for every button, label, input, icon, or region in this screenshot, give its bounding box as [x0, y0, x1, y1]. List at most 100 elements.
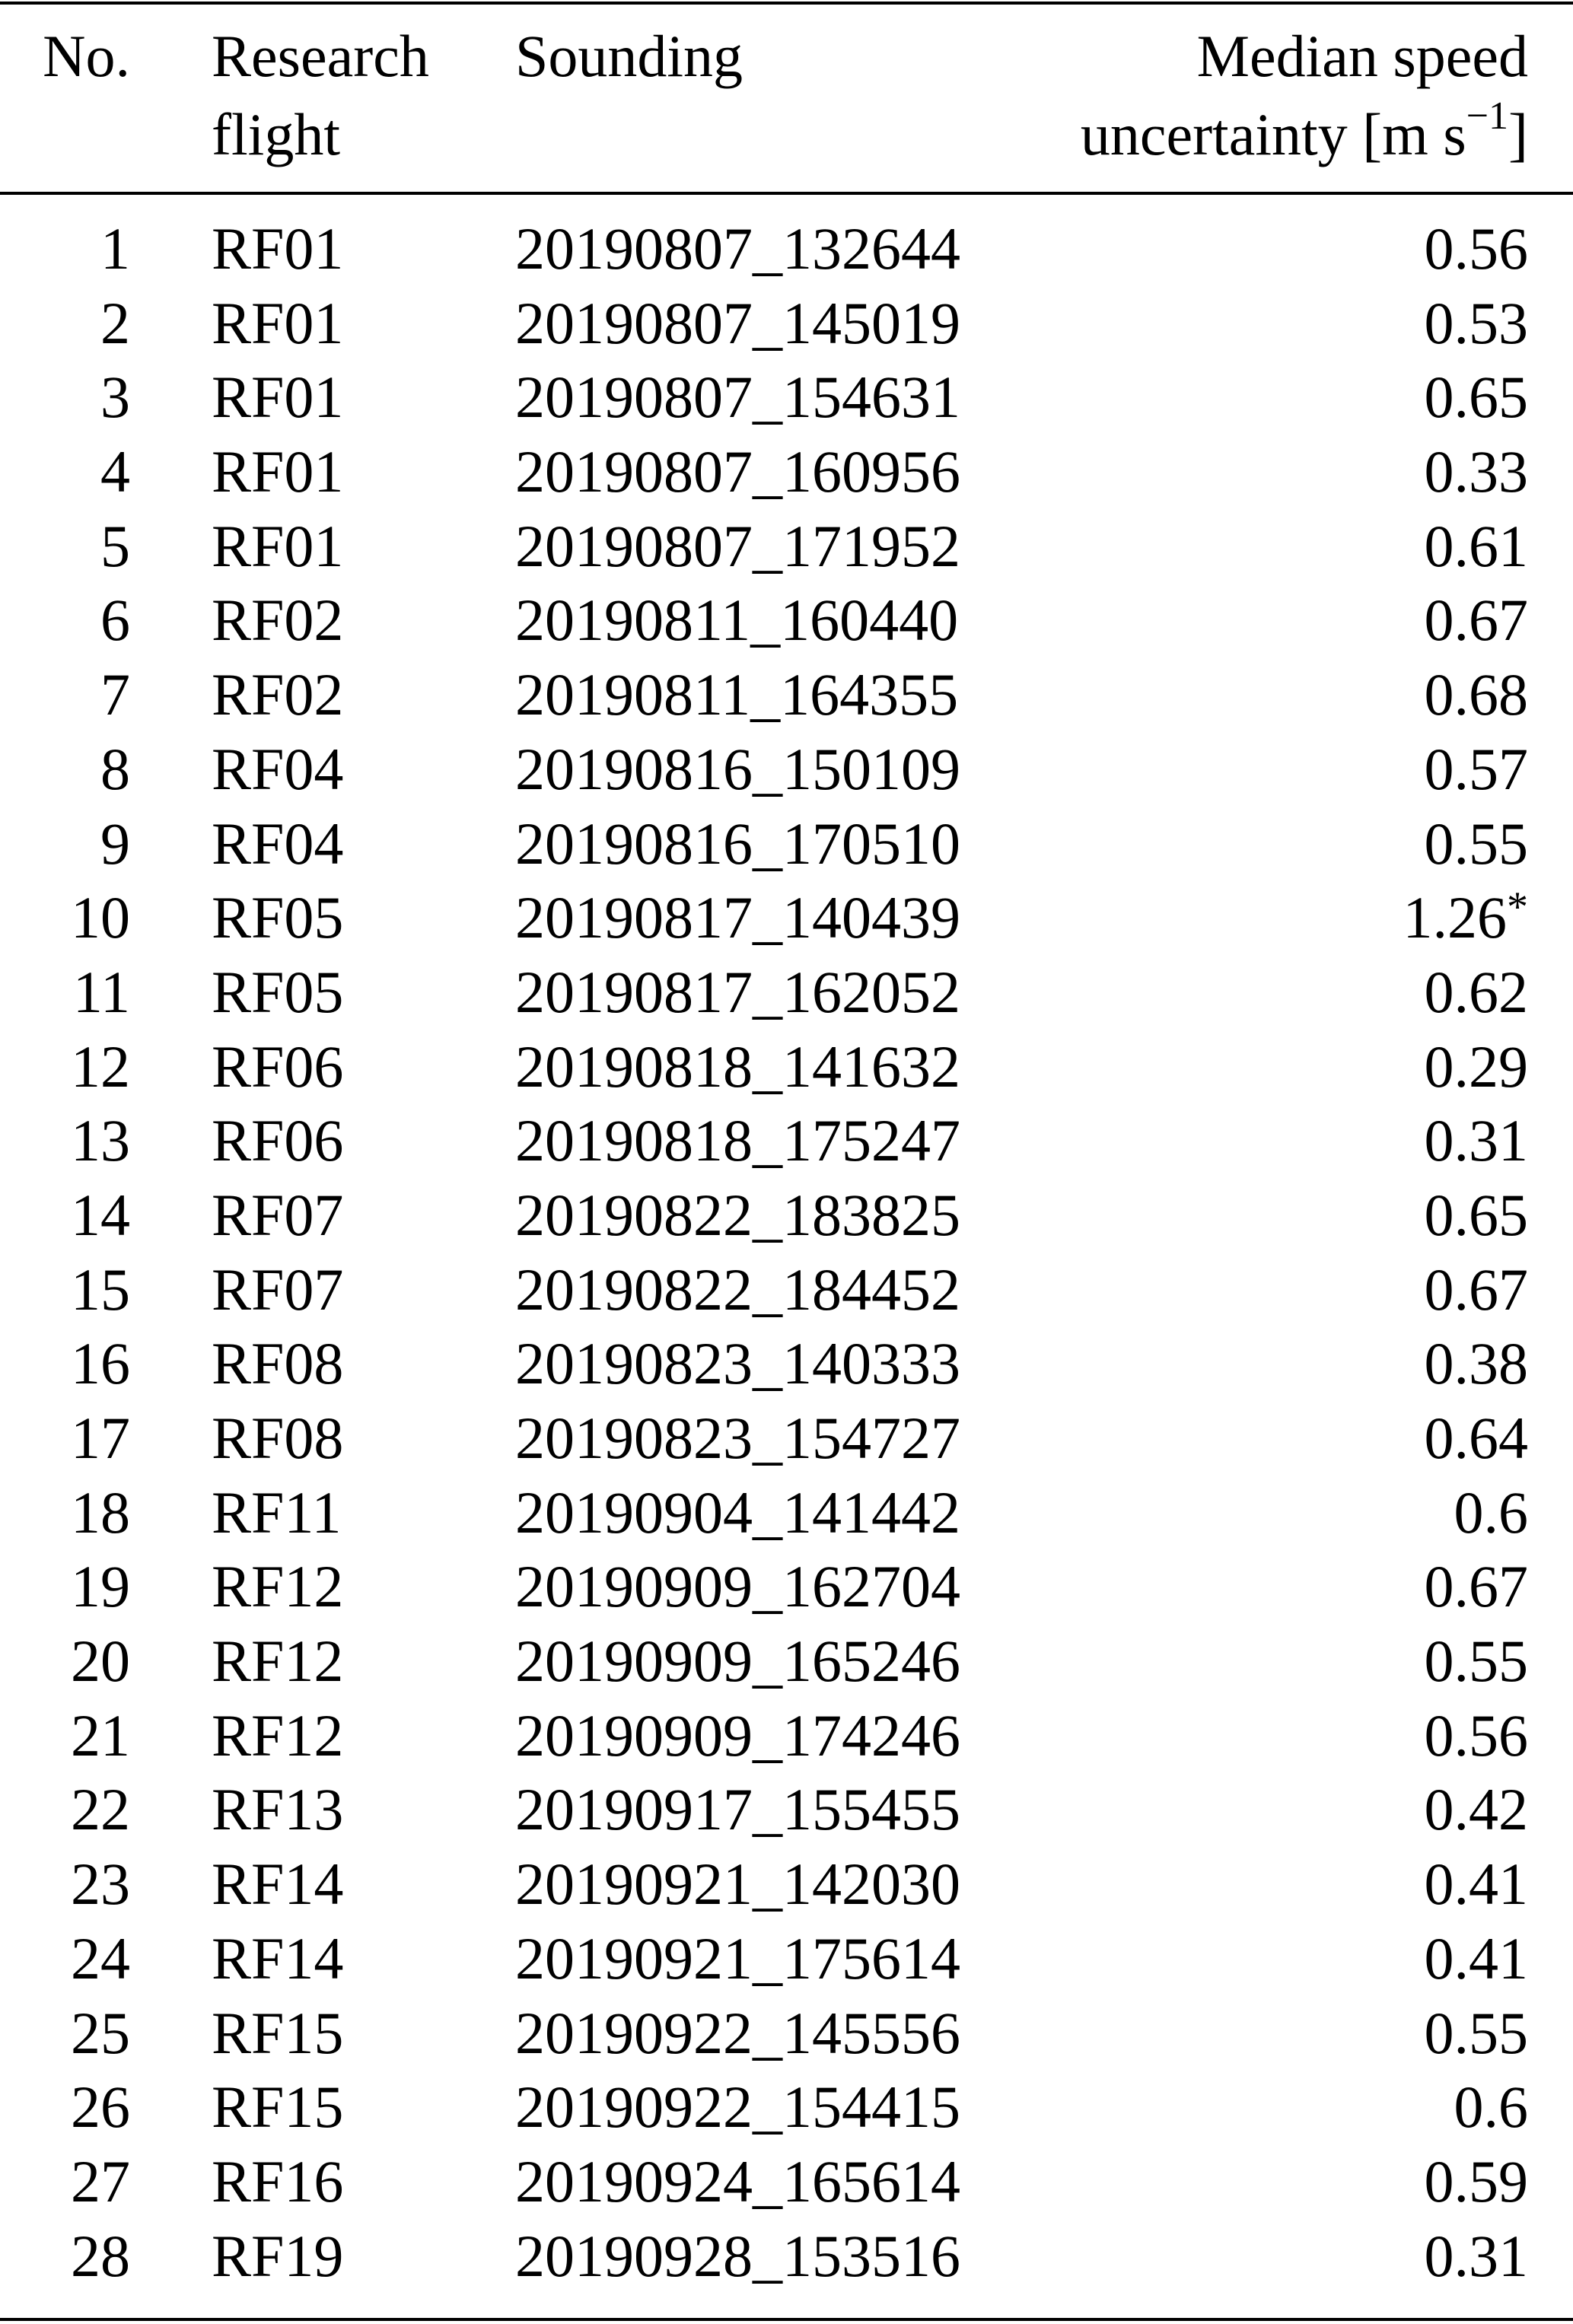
cell-median-speed-text: 0.42 [1424, 1776, 1529, 1843]
cell-median-speed-text: 0.31 [1424, 1107, 1529, 1174]
cell-sounding-text: 20190807_132644 [515, 215, 960, 282]
cell-research-flight: RF07 [212, 1178, 343, 1253]
cell-median-speed-text: 0.56 [1424, 1702, 1529, 1768]
cell-no: 12 [71, 1030, 130, 1104]
cell-research-flight: RF14 [212, 1921, 343, 1996]
cell-research-flight-text: RF06 [212, 1033, 344, 1100]
cell-sounding: 20190807_171952 [515, 509, 960, 584]
cell-sounding-text: 20190816_170510 [515, 810, 960, 877]
cell-no: 5 [100, 509, 130, 584]
cell-sounding: 20190811_160440 [515, 583, 958, 657]
cell-sounding: 20190922_145556 [515, 1996, 960, 2071]
cell-median-speed-text: 0.67 [1424, 1256, 1529, 1323]
cell-median-speed: 0.67 [1425, 583, 1529, 657]
cell-sounding-text: 20190818_141632 [515, 1033, 960, 1100]
cell-research-flight: RF11 [212, 1476, 342, 1550]
cell-median-speed: 0.57 [1425, 732, 1529, 807]
cell-research-flight: RF02 [212, 583, 343, 657]
table-row: 25 RF15 20190922_145556 0.55 [0, 1996, 1573, 2071]
table-row: 9 RF04 20190816_170510 0.55 [0, 807, 1573, 881]
table-row: 4 RF01 20190807_160956 0.33 [0, 435, 1573, 509]
cell-no-text: 21 [71, 1702, 130, 1768]
cell-no: 3 [100, 360, 130, 435]
cell-no-text: 27 [71, 2147, 130, 2214]
table-row: 13 RF06 20190818_175247 0.31 [0, 1103, 1573, 1178]
cell-no-text: 25 [71, 1999, 130, 2066]
cell-median-speed: 0.55 [1425, 1624, 1529, 1698]
cell-no: 8 [100, 732, 130, 807]
cell-research-flight: RF06 [212, 1030, 343, 1104]
cell-median-speed-text: 0.68 [1424, 661, 1529, 728]
cell-no: 19 [71, 1549, 130, 1624]
cell-sounding-text: 20190816_150109 [515, 735, 960, 802]
cell-median-speed: 0.67 [1425, 1549, 1529, 1624]
cell-no-text: 3 [100, 364, 130, 431]
cell-sounding-text: 20190921_142030 [515, 1851, 960, 1918]
cell-research-flight-text: RF12 [212, 1553, 344, 1620]
cell-no-text: 19 [71, 1553, 130, 1620]
cell-sounding-text: 20190823_140333 [515, 1330, 960, 1397]
cell-sounding: 20190816_170510 [515, 807, 960, 881]
cell-research-flight-text: RF19 [212, 2222, 344, 2289]
cell-research-flight: RF02 [212, 657, 343, 732]
cell-no-text: 10 [71, 884, 130, 951]
cell-median-speed-text: 0.62 [1424, 958, 1529, 1025]
cell-no: 1 [100, 212, 130, 286]
table-row: 21 RF12 20190909_174246 0.56 [0, 1698, 1573, 1773]
table-row: 17 RF08 20190823_154727 0.64 [0, 1401, 1573, 1476]
table-row: 10 RF05 20190817_140439 1.26* [0, 880, 1573, 955]
cell-no: 16 [71, 1326, 130, 1401]
cell-median-speed: 0.65 [1425, 1178, 1529, 1253]
table-row: 2 RF01 20190807_145019 0.53 [0, 286, 1573, 361]
cell-no: 2 [100, 286, 130, 361]
cell-median-speed: 0.29 [1425, 1030, 1529, 1104]
cell-sounding: 20190818_141632 [515, 1030, 960, 1104]
table-row: 20 RF12 20190909_165246 0.55 [0, 1624, 1573, 1698]
cell-sounding: 20190917_155455 [515, 1772, 960, 1847]
cell-research-flight-text: RF07 [212, 1256, 344, 1323]
cell-sounding-text: 20190817_140439 [515, 884, 960, 951]
cell-research-flight-text: RF12 [212, 1628, 344, 1695]
cell-research-flight: RF01 [212, 360, 343, 435]
cell-sounding-text: 20190807_145019 [515, 289, 960, 356]
cell-no-text: 5 [100, 512, 130, 579]
header-sounding: Sounding [515, 23, 744, 89]
header-median-speed: Median speed uncertainty [m s−1] [1081, 17, 1528, 181]
table-row: 16 RF08 20190823_140333 0.38 [0, 1326, 1573, 1401]
cell-no-text: 4 [100, 438, 130, 505]
cell-no-text: 11 [72, 958, 130, 1025]
cell-sounding: 20190811_164355 [515, 657, 958, 732]
cell-research-flight-text: RF15 [212, 2074, 344, 2141]
cell-median-speed-text: 0.41 [1424, 1924, 1529, 1991]
cell-median-speed: 0.65 [1425, 360, 1529, 435]
cell-research-flight: RF04 [212, 807, 343, 881]
table-row: 24 RF14 20190921_175614 0.41 [0, 1921, 1573, 1996]
cell-sounding-text: 20190924_165614 [515, 2147, 960, 2214]
cell-no-text: 12 [71, 1033, 130, 1100]
cell-sounding-text: 20190921_175614 [515, 1924, 960, 1991]
cell-median-speed: 0.6 [1454, 1476, 1529, 1550]
cell-sounding-text: 20190928_153516 [515, 2222, 960, 2289]
cell-sounding: 20190904_141442 [515, 1476, 960, 1550]
cell-median-speed: 0.62 [1425, 955, 1529, 1030]
cell-research-flight: RF05 [212, 880, 343, 955]
cell-sounding-text: 20190922_154415 [515, 2074, 960, 2141]
cell-sounding: 20190807_154631 [515, 360, 960, 435]
cell-no-text: 28 [71, 2222, 130, 2289]
cell-median-speed-text: 0.33 [1424, 438, 1529, 505]
cell-research-flight-text: RF04 [212, 810, 344, 877]
cell-no: 11 [73, 955, 130, 1030]
top-rule [0, 2, 1573, 5]
cell-no: 26 [71, 2070, 130, 2144]
cell-sounding-text: 20190807_154631 [515, 364, 960, 431]
cell-no-text: 26 [71, 2074, 130, 2141]
table-row: 15 RF07 20190822_184452 0.67 [0, 1253, 1573, 1327]
cell-sounding: 20190909_174246 [515, 1698, 960, 1773]
cell-research-flight: RF14 [212, 1847, 343, 1921]
cell-median-speed-text: 0.67 [1424, 1553, 1529, 1620]
cell-research-flight: RF04 [212, 732, 343, 807]
cell-sounding: 20190823_140333 [515, 1326, 960, 1401]
cell-median-speed-text: 0.59 [1424, 2147, 1529, 2214]
cell-median-speed: 0.55 [1425, 807, 1529, 881]
cell-sounding-text: 20190822_184452 [515, 1256, 960, 1323]
